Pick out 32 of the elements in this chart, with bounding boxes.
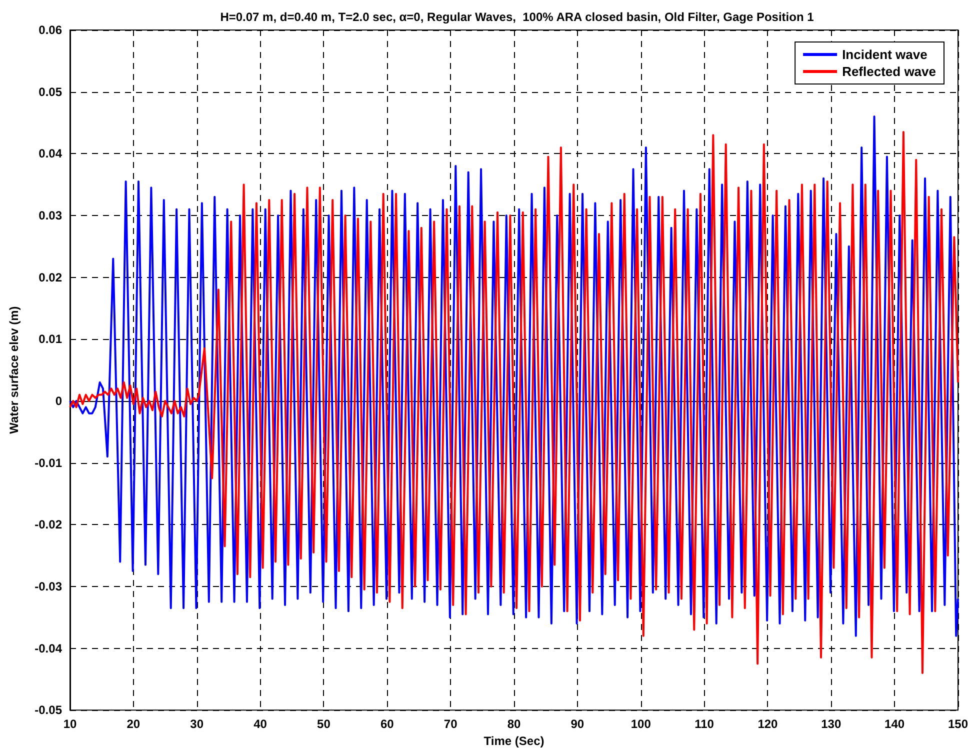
- y-axis-title: Water surface elev (m): [7, 306, 21, 434]
- y-tick-label: -0.04: [34, 641, 62, 656]
- x-tick-label: 50: [317, 717, 331, 732]
- y-tick-label: 0.02: [38, 270, 62, 284]
- y-tick-label: 0: [55, 394, 62, 408]
- x-tick-label: 80: [507, 717, 521, 732]
- chart-title: H=0.07 m, d=0.40 m, T=2.0 sec, α=0, Regular Waves, 100% ARA closed basin, Old Filter, Gage Position 1: [220, 10, 814, 24]
- x-tick-label: 30: [190, 717, 204, 732]
- y-tick-label: 0.05: [38, 84, 62, 99]
- x-tick-label: 130: [821, 717, 842, 732]
- y-tick-label: -0.02: [34, 518, 62, 532]
- y-tick-label: 0.06: [38, 23, 62, 37]
- x-tick-label: 140: [884, 717, 905, 732]
- x-tick-label: 90: [570, 717, 584, 732]
- x-tick-label: 20: [126, 717, 140, 732]
- y-tick-label: 0.03: [38, 208, 62, 222]
- y-tick-label: -0.05: [34, 703, 62, 718]
- x-tick-label: 70: [444, 717, 458, 732]
- x-tick-label: 110: [694, 717, 714, 732]
- legend-label: Reflected wave: [842, 64, 936, 79]
- x-tick-label: 40: [254, 717, 268, 732]
- x-tick-label: 100: [630, 717, 652, 732]
- y-tick-label: 0.04: [38, 146, 62, 161]
- x-axis-title: Time (Sec): [484, 734, 544, 748]
- x-tick-label: 10: [63, 717, 77, 732]
- y-tick-label: -0.01: [34, 456, 62, 470]
- x-tick-label: 150: [948, 717, 968, 732]
- x-tick-label: 120: [758, 717, 778, 732]
- legend-label: Incident wave: [842, 47, 928, 62]
- y-tick-label: 0.01: [38, 332, 62, 346]
- y-tick-label: -0.03: [34, 579, 62, 594]
- x-tick-label: 60: [380, 717, 394, 732]
